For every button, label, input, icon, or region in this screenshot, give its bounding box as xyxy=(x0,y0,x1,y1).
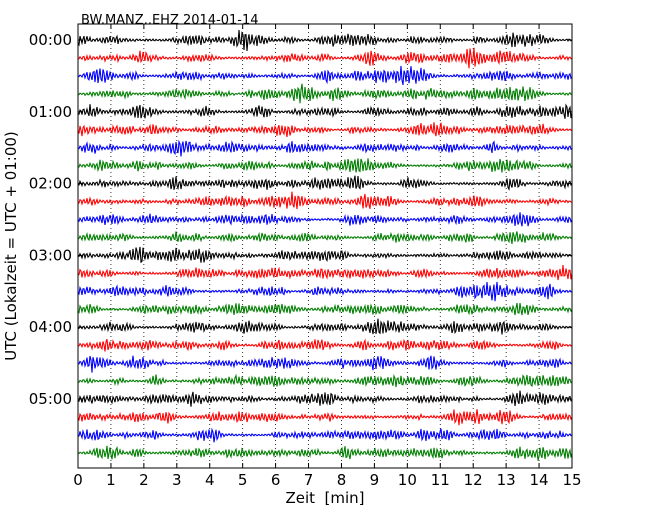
x-tick-label: 13 xyxy=(497,471,516,489)
trace-0315 xyxy=(77,264,573,281)
trace-0345 xyxy=(77,302,573,316)
x-axis-ticks: 0 1 2 3 4 5 6 7 8 9 10 11 12 13 14 15 xyxy=(73,24,582,489)
trace-0545 xyxy=(77,445,573,461)
trace-0030 xyxy=(77,65,573,86)
trace-0015 xyxy=(77,47,573,69)
trace-0130 xyxy=(77,139,573,157)
trace-0215 xyxy=(77,191,572,210)
x-tick-label: 5 xyxy=(238,471,248,489)
trace-0300 xyxy=(77,246,573,264)
y-tick-label: 00:00 xyxy=(29,31,72,49)
trace-0045 xyxy=(77,83,573,104)
trace-0500 xyxy=(77,390,573,407)
x-tick-label: 12 xyxy=(464,471,483,489)
trace-0530 xyxy=(77,427,573,443)
x-tick-label: 8 xyxy=(337,471,347,489)
trace-0515 xyxy=(77,409,573,426)
y-axis-label: UTC (Lokalzeit = UTC + 01:00) xyxy=(2,131,20,361)
trace-0200 xyxy=(77,175,573,191)
trace-0000 xyxy=(77,30,573,52)
y-tick-label: 01:00 xyxy=(29,103,72,121)
x-tick-label: 3 xyxy=(172,471,182,489)
chart-title: BW.MANZ..EHZ 2014-01-14 xyxy=(81,13,259,28)
trace-0400 xyxy=(77,318,572,335)
trace-0330 xyxy=(77,281,573,302)
y-axis-ticks: 00:00 01:00 02:00 03:00 04:00 05:00 xyxy=(29,31,572,408)
trace-0415 xyxy=(77,338,573,352)
x-tick-label: 7 xyxy=(304,471,314,489)
y-tick-label: 02:00 xyxy=(29,175,72,193)
x-tick-label: 1 xyxy=(106,471,116,489)
waveform-traces xyxy=(77,30,573,461)
y-tick-label: 03:00 xyxy=(29,246,72,264)
x-tick-label: 2 xyxy=(139,471,149,489)
x-tick-label: 14 xyxy=(530,471,549,489)
x-axis-label: Zeit [min] xyxy=(285,489,364,507)
trace-0430 xyxy=(77,355,573,373)
trace-0115 xyxy=(77,122,573,137)
plot-frame xyxy=(77,23,573,469)
y-tick-label: 05:00 xyxy=(29,390,72,408)
x-tick-label: 10 xyxy=(398,471,417,489)
x-tick-label: 9 xyxy=(370,471,380,489)
trace-0445 xyxy=(77,373,573,388)
x-tick-label: 4 xyxy=(205,471,215,489)
x-tick-label: 15 xyxy=(562,471,581,489)
trace-0230 xyxy=(77,212,573,227)
x-tick-label: 6 xyxy=(271,471,281,489)
trace-0245 xyxy=(77,231,573,244)
y-tick-label: 04:00 xyxy=(29,318,72,336)
x-tick-label: 0 xyxy=(73,471,83,489)
x-tick-label: 11 xyxy=(431,471,450,489)
trace-0100 xyxy=(77,103,573,119)
trace-0145 xyxy=(77,158,573,173)
